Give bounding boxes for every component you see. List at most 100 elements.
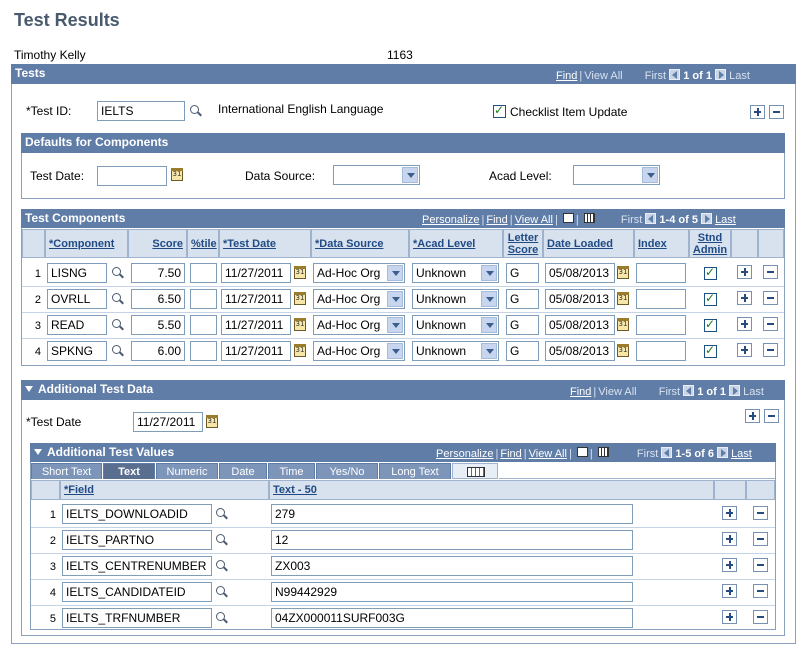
add-row-button[interactable] — [737, 265, 752, 279]
field-input[interactable]: IELTS_DOWNLOADID — [62, 504, 212, 524]
col-index[interactable]: Index — [634, 229, 689, 258]
values-personalize-link[interactable]: Personalize — [436, 448, 494, 460]
col-text-50[interactable]: Text - 50 — [269, 480, 714, 500]
download-grid-icon[interactable] — [583, 213, 595, 223]
add-row-button[interactable] — [722, 584, 737, 598]
add-row-button[interactable] — [722, 506, 737, 520]
calendar-icon[interactable]: 31 — [617, 344, 629, 357]
calendar-icon[interactable]: 31 — [617, 318, 629, 331]
stnd-admin-checkbox[interactable] — [704, 291, 717, 306]
component-lookup-icon[interactable] — [111, 266, 125, 280]
index-input[interactable] — [636, 263, 686, 283]
acad-level-select[interactable]: Unknown — [412, 263, 499, 283]
data-source-select[interactable]: Ad-Hoc Org — [313, 315, 405, 335]
add-row-button[interactable] — [737, 291, 752, 305]
delete-row-button[interactable] — [753, 506, 768, 520]
percentile-input[interactable] — [190, 315, 217, 335]
score-input[interactable]: 6.00 — [131, 341, 185, 361]
stnd-admin-checkbox[interactable] — [704, 343, 717, 358]
component-input[interactable]: SPKNG — [47, 341, 107, 361]
acad-level-select[interactable]: Unknown — [412, 289, 499, 309]
collapse-icon[interactable] — [25, 386, 33, 392]
field-lookup-icon[interactable] — [215, 585, 229, 599]
add-row-button[interactable] — [737, 317, 752, 331]
components-view-all-link[interactable]: View All — [514, 214, 553, 226]
values-header[interactable]: Additional Test Values — [30, 443, 776, 462]
defaults-test-date-calendar-icon[interactable]: 31 — [171, 168, 183, 181]
field-input[interactable]: IELTS_PARTNO — [62, 530, 212, 550]
download-grid-icon[interactable] — [597, 447, 609, 457]
additional-find-link[interactable]: Find — [570, 386, 592, 398]
component-input[interactable]: LISNG — [47, 263, 107, 283]
test-date-input[interactable]: 11/27/2011 — [221, 341, 291, 361]
text-value-input[interactable]: 279 — [271, 504, 633, 524]
component-input[interactable]: OVRLL — [47, 289, 107, 309]
tab-time[interactable]: Time — [268, 463, 315, 479]
checklist-item-update-checkbox[interactable] — [493, 103, 506, 118]
col-acad-level[interactable]: *Acad Level — [409, 229, 503, 258]
tab-long-text[interactable]: Long Text — [379, 463, 451, 479]
data-source-select[interactable]: Ad-Hoc Org — [313, 263, 405, 283]
component-input[interactable]: READ — [47, 315, 107, 335]
col-component[interactable]: *Component — [45, 229, 128, 258]
additional-add-row-button[interactable] — [745, 409, 760, 423]
tests-add-row-button[interactable] — [750, 105, 765, 119]
component-lookup-icon[interactable] — [111, 318, 125, 332]
letter-score-input[interactable]: G — [506, 289, 539, 309]
percentile-input[interactable] — [190, 289, 217, 309]
add-row-button[interactable] — [722, 610, 737, 624]
add-row-button[interactable] — [737, 343, 752, 357]
col-field[interactable]: *Field — [60, 480, 269, 500]
tab-text[interactable]: Text — [103, 463, 155, 479]
score-input[interactable]: 7.50 — [131, 263, 185, 283]
data-source-select[interactable]: Ad-Hoc Org — [313, 289, 405, 309]
additional-test-date-calendar-icon[interactable]: 31 — [206, 415, 218, 428]
calendar-icon[interactable]: 31 — [294, 292, 306, 305]
values-view-all-link[interactable]: View All — [528, 448, 567, 460]
letter-score-input[interactable]: G — [506, 315, 539, 335]
field-lookup-icon[interactable] — [215, 611, 229, 625]
test-date-input[interactable]: 11/27/2011 — [221, 289, 291, 309]
tab-yes-no[interactable]: Yes/No — [316, 463, 378, 479]
test-id-lookup-icon[interactable] — [189, 104, 203, 118]
date-loaded-input[interactable]: 05/08/2013 — [545, 263, 615, 283]
col-letter-score[interactable]: Letter Score — [503, 229, 543, 258]
components-last-link[interactable]: Last — [715, 214, 736, 226]
letter-score-input[interactable]: G — [506, 263, 539, 283]
values-find-link[interactable]: Find — [500, 448, 522, 460]
index-input[interactable] — [636, 289, 686, 309]
stnd-admin-checkbox[interactable] — [704, 265, 717, 280]
score-input[interactable]: 5.50 — [131, 315, 185, 335]
additional-delete-row-button[interactable] — [764, 409, 779, 423]
col-score[interactable]: Score — [128, 229, 187, 258]
delete-row-button[interactable] — [753, 584, 768, 598]
delete-row-button[interactable] — [753, 558, 768, 572]
col-date-loaded[interactable]: Date Loaded — [543, 229, 634, 258]
col-test-date[interactable]: *Test Date — [219, 229, 311, 258]
col-stnd-admin[interactable]: Stnd Admin — [689, 229, 731, 258]
text-value-input[interactable]: 12 — [271, 530, 633, 550]
calendar-icon[interactable]: 31 — [294, 318, 306, 331]
delete-row-button[interactable] — [763, 291, 778, 305]
field-input[interactable]: IELTS_TRFNUMBER — [62, 608, 212, 628]
test-id-input[interactable]: IELTS — [97, 101, 185, 121]
score-input[interactable]: 6.50 — [131, 289, 185, 309]
delete-row-button[interactable] — [763, 265, 778, 279]
tab-numeric[interactable]: Numeric — [156, 463, 218, 479]
zoom-icon[interactable] — [562, 213, 574, 223]
stnd-admin-checkbox[interactable] — [704, 317, 717, 332]
tests-find-link[interactable]: Find — [556, 70, 578, 82]
data-source-select[interactable]: Ad-Hoc Org — [313, 341, 405, 361]
delete-row-button[interactable] — [763, 343, 778, 357]
index-input[interactable] — [636, 341, 686, 361]
values-last-link[interactable]: Last — [731, 448, 752, 460]
component-lookup-icon[interactable] — [111, 292, 125, 306]
values-next-icon[interactable] — [717, 447, 728, 458]
tab-date[interactable]: Date — [219, 463, 267, 479]
field-input[interactable]: IELTS_CENTRENUMBER — [62, 556, 212, 576]
defaults-test-date-input[interactable] — [97, 166, 167, 186]
test-date-input[interactable]: 11/27/2011 — [221, 263, 291, 283]
field-lookup-icon[interactable] — [215, 533, 229, 547]
text-value-input[interactable]: N99442929 — [271, 582, 633, 602]
delete-row-button[interactable] — [753, 610, 768, 624]
